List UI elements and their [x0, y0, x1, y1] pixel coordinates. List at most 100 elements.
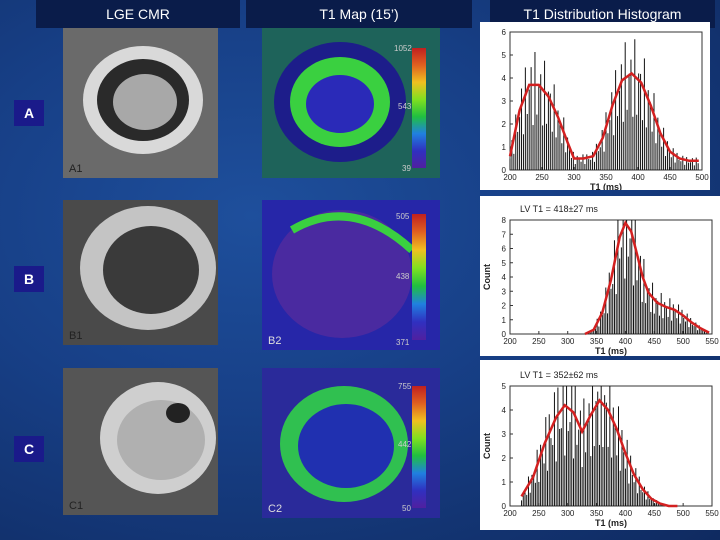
y-tick-label: 3 [502, 430, 507, 439]
colorbar-b-max: 505 [396, 212, 410, 221]
panel-label-c2: C2 [268, 503, 283, 515]
x-tick-label: 550 [705, 337, 719, 346]
chart-title: LV T1 = 418±27 ms [520, 204, 598, 214]
y-tick-label: 1 [502, 143, 507, 152]
x-tick-label: 250 [535, 173, 549, 182]
t1-b-outer [272, 210, 412, 338]
y-tick-label: 1 [502, 316, 507, 325]
y-tick-label: 5 [502, 259, 507, 268]
x-tick-label: 200 [503, 173, 517, 182]
y-tick-label: 4 [502, 273, 507, 282]
header-t1-map: T1 Map (15’) [246, 0, 472, 28]
lge-heart-b [63, 200, 218, 345]
x-tick-label: 300 [567, 173, 581, 182]
colorbar-c-max: 755 [398, 382, 412, 391]
y-tick-label: 0 [502, 166, 507, 175]
t1-map-heart-b [262, 200, 440, 350]
histogram-c-svg: 200 250 300 350 400 450 500 550 0 1 2 3 4 5 T1 (ms) Cou… [482, 370, 719, 528]
panel-label-b1: B1 [69, 330, 83, 342]
lge-heart-a [83, 46, 203, 154]
x-tick-label: 200 [503, 509, 517, 518]
row-label-b: B [14, 266, 44, 292]
chart-title: LV T1 = 352±62 ms [520, 370, 598, 380]
y-tick-label: 4 [502, 406, 507, 415]
x-tick-label: 350 [590, 509, 604, 518]
lge-heart-c [63, 368, 218, 515]
histogram-b-svg: 200 250 300 350 400 450 500 550 0 1 2 3 4 5 6 7 8 T1 (ms)… [482, 204, 719, 356]
t1-b-rim [289, 212, 415, 253]
colorbar-b-min: 371 [396, 338, 410, 347]
fit-curve [584, 220, 710, 336]
x-tick-label: 300 [561, 337, 575, 346]
plot-frame [509, 385, 713, 507]
x-tick-label: 300 [561, 509, 575, 518]
lge-image-c: C1 [63, 368, 218, 515]
colorbar-c-min: 50 [402, 504, 411, 513]
x-tick-label: 400 [631, 173, 645, 182]
t1-map-image-b: 505 438 371 B2 [262, 200, 440, 350]
t1-a-blood-pool [306, 75, 374, 133]
colorbar-c [412, 386, 426, 508]
y-tick-label: 0 [502, 502, 507, 511]
row-label-c: C [14, 436, 44, 462]
panel-label-c1: C1 [69, 500, 84, 512]
x-tick-label: 250 [532, 337, 546, 346]
lge-a-blood-pool [113, 74, 177, 130]
x-tick-label: 350 [590, 337, 604, 346]
header-lge-cmr: LGE CMR [36, 0, 240, 28]
x-tick-label: 500 [695, 173, 709, 182]
y-tick-label: 2 [502, 454, 507, 463]
x-tick-label: 450 [648, 337, 662, 346]
y-tick-label: 3 [502, 97, 507, 106]
fit-curve [520, 398, 678, 508]
y-tick-label: 5 [502, 51, 507, 60]
y-axis-label: Count [482, 433, 492, 459]
histogram-c: 200 250 300 350 400 450 500 550 0 1 2 3 4 5 T1 (ms) Cou… [480, 360, 720, 530]
x-tick-label: 400 [619, 337, 633, 346]
colorbar-a-min: 39 [402, 164, 411, 173]
x-tick-label: 450 [648, 509, 662, 518]
y-tick-label: 6 [502, 245, 507, 254]
x-axis-label: T1 (ms) [590, 182, 622, 190]
x-tick-label: 500 [676, 509, 690, 518]
panel-label-b2: B2 [268, 335, 282, 347]
y-tick-label: 1 [502, 478, 507, 487]
x-axis-label: T1 (ms) [595, 518, 627, 528]
panel-label-a1: A1 [69, 163, 83, 175]
y-tick-label: 7 [502, 230, 507, 239]
y-tick-label: 2 [502, 120, 507, 129]
row-label-a: A [14, 100, 44, 126]
y-tick-label: 6 [502, 28, 507, 37]
t1-map-image-a: 1052 543 39 [262, 28, 440, 178]
histogram-b: 200 250 300 350 400 450 500 550 0 1 2 3 4 5 6 7 8 T1 (ms)… [480, 196, 720, 356]
x-tick-label: 450 [663, 173, 677, 182]
x-tick-label: 200 [503, 337, 517, 346]
t1-c-blood-pool [298, 404, 394, 488]
colorbar-a-mid: 543 [398, 102, 412, 111]
y-tick-label: 5 [502, 382, 507, 391]
lge-c-papillary [166, 403, 190, 423]
colorbar-b [412, 214, 426, 340]
x-axis-label: T1 (ms) [595, 346, 627, 356]
t1-map-heart-c [262, 368, 440, 518]
y-axis-label: Count [482, 264, 492, 290]
y-tick-label: 4 [502, 74, 507, 83]
header-t1-map-text: T1 Map (15’) [319, 6, 399, 22]
lge-b-myocardium [103, 226, 199, 314]
t1-map-image-c: 755 442 50 C2 [262, 368, 440, 518]
y-tick-label: 3 [502, 287, 507, 296]
x-tick-label: 500 [676, 337, 690, 346]
histogram-a-svg: 200 250 300 350 400 450 500 0 1 2 3 4 5 6 T1 (ms) [502, 28, 710, 192]
fit-curve [508, 71, 699, 163]
colorbar-a [412, 48, 426, 168]
lge-c-blood-pool [117, 400, 205, 480]
colorbar-c-mid: 442 [398, 440, 412, 449]
x-tick-label: 400 [619, 509, 633, 518]
x-tick-label: 550 [705, 509, 719, 518]
t1-map-heart-a [262, 28, 440, 178]
x-tick-label: 350 [599, 173, 613, 182]
lge-image-a: A1 [63, 28, 218, 178]
y-tick-label: 8 [502, 216, 507, 225]
colorbar-a-max: 1052 [394, 44, 412, 53]
y-tick-label: 0 [502, 330, 507, 339]
